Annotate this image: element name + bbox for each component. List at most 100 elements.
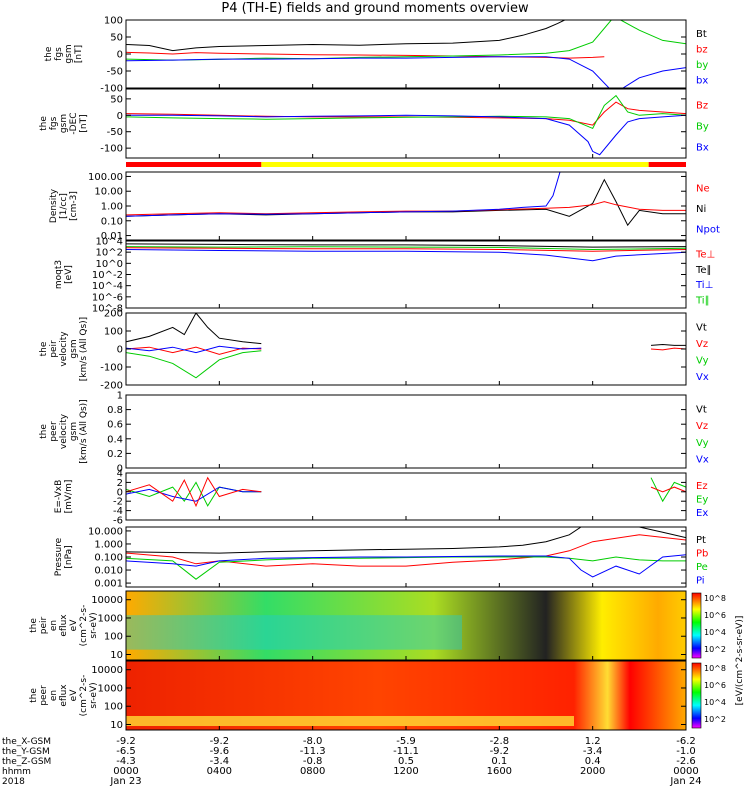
y-tick-label: 1.00 (101, 202, 123, 213)
y-axis-label: gsm (69, 422, 79, 441)
y-tick-label: 200 (104, 309, 123, 320)
x-tick-value: 0.4 (585, 756, 601, 767)
y-axis-label: [nPa] (64, 545, 74, 568)
colorbar-tick-label: 10^2 (704, 715, 726, 724)
panel-density: 100.00 10.00 1.00 0.10 0.01 Density [1/cc] [cm-… (49, 171, 720, 242)
y-axis-label: [nT] (79, 114, 89, 132)
legend-entry: Ni (696, 204, 706, 215)
y-axis-label: [1/cc] (59, 193, 69, 219)
colorbar-label: [eV/(cm^2-s-sr-eV)] (735, 616, 745, 706)
x-tick-value: -9.2 (490, 746, 510, 757)
y-tick-label: 4 (117, 469, 123, 480)
legend-entry: Ti∥ (695, 295, 710, 306)
colorbar-tick-label: 10^8 (704, 594, 726, 603)
x-tick-value: -2.6 (676, 756, 696, 767)
y-tick-label: -4 (113, 506, 123, 517)
y-tick-label: 10000 (91, 665, 123, 676)
y-tick-label: 0.100 (94, 553, 123, 564)
panel-peir_velocity: 200 100 0 -100 -200 the peir velocity gsm [km/s (… (39, 309, 709, 392)
legend-entry: Ti⊥ (695, 280, 713, 291)
x-tick-value: 1600 (487, 766, 512, 777)
y-axis-label: en (49, 690, 59, 701)
x-tick-value: -9.2 (116, 736, 136, 747)
y-axis-label: E=-VxB (54, 480, 64, 514)
y-axis-label: the (44, 46, 54, 61)
panel-peer_velocity: 1 0.8 0.6 0.4 0.2 0 the peer velocity gsm [km/s (A… (39, 391, 709, 475)
x-tick-value: 0000 (113, 766, 138, 777)
y-tick-label: 10.000 (88, 526, 123, 537)
y-tick-label: 0.8 (107, 405, 123, 416)
legend-entry: Pb (696, 548, 708, 559)
legend-entry: by (696, 60, 708, 71)
y-tick-label: -2 (113, 497, 123, 508)
colorbar-tick-label: 10^8 (704, 664, 726, 673)
series-by (126, 20, 686, 61)
mode-bar-segment (261, 162, 649, 167)
x-tick-value: 0.5 (398, 756, 414, 767)
x-tick-value: -3.4 (583, 746, 603, 757)
y-axis-label: the (29, 688, 39, 703)
x-tick-value: -9.2 (210, 736, 230, 747)
panel-peer_eflux: 10^8 10^6 10^4 10^2 [eV/(cm^2-s-sr-eV)] 10000… (29, 616, 745, 731)
y-axis-label: gsm (64, 44, 74, 63)
x-tick-value: 0000 (673, 766, 698, 777)
y-tick-label: 0.10 (101, 216, 123, 227)
panel-temperature: 10^410^210^010^-210^-410^-610^-8 moqt3 [eV… (54, 237, 715, 315)
series-Ne (126, 201, 686, 216)
panel-peir_eflux: 10^8 10^6 10^4 10^2 10000 1000 100 10 the peir en e… (29, 590, 726, 661)
y-axis-label: Density (49, 188, 59, 223)
panel-fgs_gsm: 100 50 0 -50 -100 the fgs gsm [nT] Bt bz by bx (44, 16, 708, 95)
series-Npot (126, 172, 686, 217)
legend-entry: Vx (696, 372, 709, 383)
x-tick-value: -0.8 (303, 756, 323, 767)
y-axis-label: peir (39, 616, 49, 634)
y-tick-label: -6 (113, 516, 123, 527)
x-tick-value: 0800 (300, 766, 325, 777)
series-Bt (126, 20, 565, 52)
panel-frame (125, 171, 687, 241)
colorbar-tick-label: 10^4 (704, 698, 726, 707)
y-tick-label: 1000 (98, 683, 123, 694)
y-tick-label: 10.00 (94, 187, 123, 198)
legend-entry: Te⊥ (695, 250, 715, 261)
mode-bar-segment (648, 162, 686, 167)
y-axis-label: -DEC (69, 112, 79, 134)
x-row-label: the_X-GSM (2, 737, 51, 747)
y-tick-label: 100 (104, 702, 123, 713)
series-Te⊥ (126, 247, 686, 252)
legend-entry: bx (696, 75, 708, 86)
y-tick-label: 100 (104, 327, 123, 338)
y-tick-label: 0.010 (94, 566, 123, 577)
series-Ez (126, 476, 262, 508)
colorbar-tick-label: 10^4 (704, 628, 726, 637)
x-tick-value: -8.0 (303, 736, 323, 747)
y-tick-label: 1 (117, 391, 123, 402)
series-Pb (126, 534, 686, 567)
panel-frame (125, 88, 687, 159)
colorbar-peer_eflux: 10^8 10^6 10^4 10^2 (691, 662, 726, 729)
y-axis-label: eflux (59, 684, 69, 707)
legend-entry: Bz (696, 101, 708, 112)
legend-entry: Vt (696, 322, 707, 333)
series-Vx (126, 345, 262, 354)
y-tick-label: -50 (107, 127, 123, 138)
y-tick-label: 0 (117, 487, 123, 498)
legend-entry: Bx (696, 143, 709, 154)
series-Bz (126, 101, 686, 126)
y-tick-label: 0 (117, 111, 123, 122)
y-tick-label: 50 (110, 33, 123, 44)
x-tick-value: 1.2 (585, 736, 601, 747)
y-axis-label: [nT] (74, 45, 84, 63)
x-row-label: the_Z-GSM (2, 757, 51, 767)
y-axis-label: the (39, 424, 49, 439)
y-axis-label: [km/s (All Qs)] (79, 399, 89, 463)
y-axis-label: moqt3 (54, 260, 64, 289)
series-Ez (650, 486, 686, 493)
y-tick-label: -100 (100, 144, 123, 155)
y-tick-label: 10^-8 (92, 304, 123, 315)
series-Ex (126, 486, 262, 502)
legend-entry: Pi (696, 575, 705, 586)
legend-entry: Te∥ (695, 265, 712, 276)
y-axis-label: fgs (54, 47, 64, 61)
series-Ti⊥ (126, 249, 686, 262)
